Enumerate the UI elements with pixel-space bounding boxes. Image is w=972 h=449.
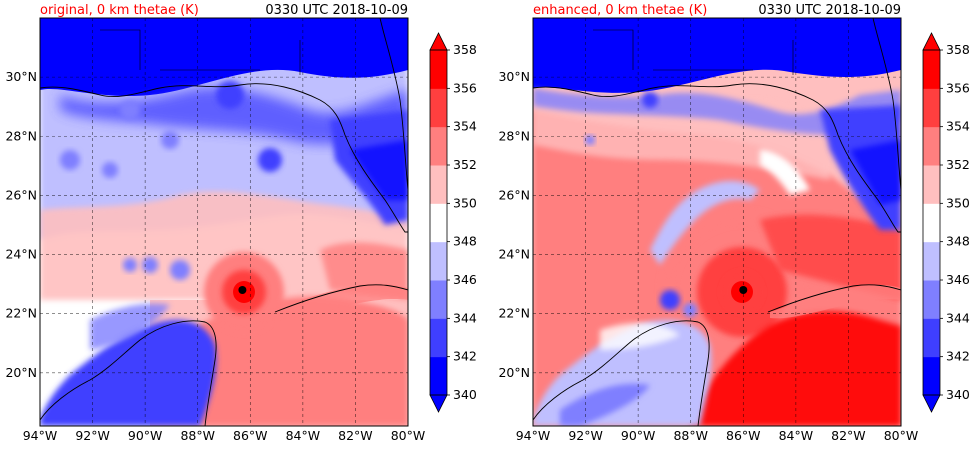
colorbar-segment: [923, 241, 940, 281]
y-tick-label: 24°N: [5, 247, 37, 262]
x-tick-label: 84°W: [286, 428, 321, 443]
y-tick-label: 26°N: [498, 187, 530, 202]
panel-title-enhanced: enhanced, 0 km thetae (K): [533, 3, 707, 18]
colorbar-segment: [430, 88, 447, 128]
y-tick-label: 20°N: [5, 365, 37, 380]
colorbar-segment: [923, 203, 940, 243]
y-tick-label: 28°N: [5, 128, 37, 143]
colorbar-segment: [430, 50, 447, 89]
colorbar-frame: [429, 49, 448, 396]
x-axis-enhanced: 94°W 92°W 90°W 88°W 86°W 84°W 82°W 80°W: [516, 428, 919, 443]
x-tick-label: 82°W: [831, 428, 866, 443]
thetae-field-enhanced: [533, 18, 901, 426]
colorbar-tick-label: 352: [453, 157, 477, 172]
colorbar-segment: [923, 280, 940, 319]
colorbar-original: 340 342 344 346 348 350 352 354 356 358: [429, 32, 477, 413]
x-tick-label: 80°W: [884, 428, 919, 443]
colorbar-tick-label: 358: [946, 42, 970, 57]
colorbar-tick-label: 354: [946, 119, 970, 134]
y-axis-original: 20°N 22°N 24°N 26°N 28°N 30°N: [5, 69, 37, 380]
colorbar-tick-label: 356: [946, 80, 970, 95]
colorbar-tick-label: 344: [946, 310, 970, 325]
x-tick-label: 92°W: [568, 428, 603, 443]
colorbar-segment: [430, 280, 447, 319]
x-tick-label: 86°W: [726, 428, 761, 443]
map-panel-enhanced: 94°W 92°W 90°W 88°W 86°W 84°W 82°W 80°W 20°N 22°…: [498, 3, 918, 443]
colorbar-tick-label: 352: [946, 157, 970, 172]
map-frame-enhanced: [532, 17, 902, 427]
colorbar-tick-label: 342: [453, 349, 477, 364]
colorbar-tick-label: 356: [453, 80, 477, 95]
x-tick-label: 80°W: [391, 428, 426, 443]
colorbar-tick-label: 342: [946, 349, 970, 364]
colorbar-tick-label: 350: [453, 195, 477, 210]
colorbar-segment: [923, 356, 940, 396]
colorbar-segment: [923, 88, 940, 128]
y-tick-label: 30°N: [498, 69, 530, 84]
colorbar-tick-label: 348: [453, 234, 477, 249]
colorbar-segment: [430, 241, 447, 281]
y-axis-enhanced: 20°N 22°N 24°N 26°N 28°N 30°N: [498, 69, 530, 380]
map-frame-original: [39, 17, 409, 427]
colorbar-tick-label: 354: [453, 119, 477, 134]
colorbar-extend-high: [429, 32, 448, 51]
storm-center-marker: [739, 286, 748, 294]
y-tick-label: 30°N: [5, 69, 37, 84]
colorbar-segment: [923, 126, 940, 166]
x-tick-label: 82°W: [338, 428, 373, 443]
x-tick-label: 90°W: [621, 428, 656, 443]
x-tick-label: 94°W: [23, 428, 58, 443]
coastlines-original: [40, 18, 408, 426]
x-tick-label: 94°W: [516, 428, 551, 443]
colorbar-tick-label: 340: [946, 387, 970, 402]
y-tick-label: 22°N: [5, 306, 37, 321]
colorbar-segment: [430, 356, 447, 396]
colorbar-tick-label: 346: [946, 272, 970, 287]
colorbar-enhanced: 340 342 344 346 348 350 352 354 356 358: [922, 32, 970, 413]
panel-title-original: original, 0 km thetae (K): [40, 3, 199, 18]
x-axis-original: 94°W 92°W 90°W 88°W 86°W 84°W 82°W 80°W: [23, 428, 426, 443]
colorbar-tick-label: 346: [453, 272, 477, 287]
colorbar-tick-label: 344: [453, 310, 477, 325]
panel-time-original: 0330 UTC 2018-10-09: [265, 3, 408, 18]
y-tick-label: 26°N: [5, 187, 37, 202]
thetae-field-original: [40, 18, 408, 426]
colorbar-segment: [923, 318, 940, 358]
coastlines-enhanced: [533, 18, 901, 426]
colorbar-segment: [430, 203, 447, 243]
x-tick-label: 92°W: [75, 428, 110, 443]
colorbar-tick-label: 348: [946, 234, 970, 249]
x-tick-label: 88°W: [180, 428, 215, 443]
x-tick-label: 86°W: [233, 428, 268, 443]
y-tick-label: 28°N: [498, 128, 530, 143]
colorbar-segment: [430, 126, 447, 166]
colorbar-extend-low: [922, 394, 941, 413]
y-tick-label: 20°N: [498, 365, 530, 380]
map-panel-original: 94°W 92°W 90°W 88°W 86°W 84°W 82°W 80°W 20°N 22°…: [5, 3, 425, 443]
colorbar-segment: [430, 165, 447, 204]
colorbar-segment: [430, 318, 447, 358]
colorbar-extend-low: [429, 394, 448, 413]
y-tick-label: 22°N: [498, 306, 530, 321]
x-tick-label: 88°W: [673, 428, 708, 443]
colorbar-tick-label: 358: [453, 42, 477, 57]
x-tick-label: 84°W: [779, 428, 814, 443]
colorbar-tick-label: 340: [453, 387, 477, 402]
storm-center-marker: [238, 286, 247, 294]
colorbar-frame: [922, 49, 941, 396]
colorbar-extend-high: [922, 32, 941, 51]
colorbar-segment: [923, 165, 940, 204]
colorbar-segment: [923, 50, 940, 89]
panel-time-enhanced: 0330 UTC 2018-10-09: [758, 3, 901, 18]
x-tick-label: 90°W: [128, 428, 163, 443]
y-tick-label: 24°N: [498, 247, 530, 262]
colorbar-tick-label: 350: [946, 195, 970, 210]
